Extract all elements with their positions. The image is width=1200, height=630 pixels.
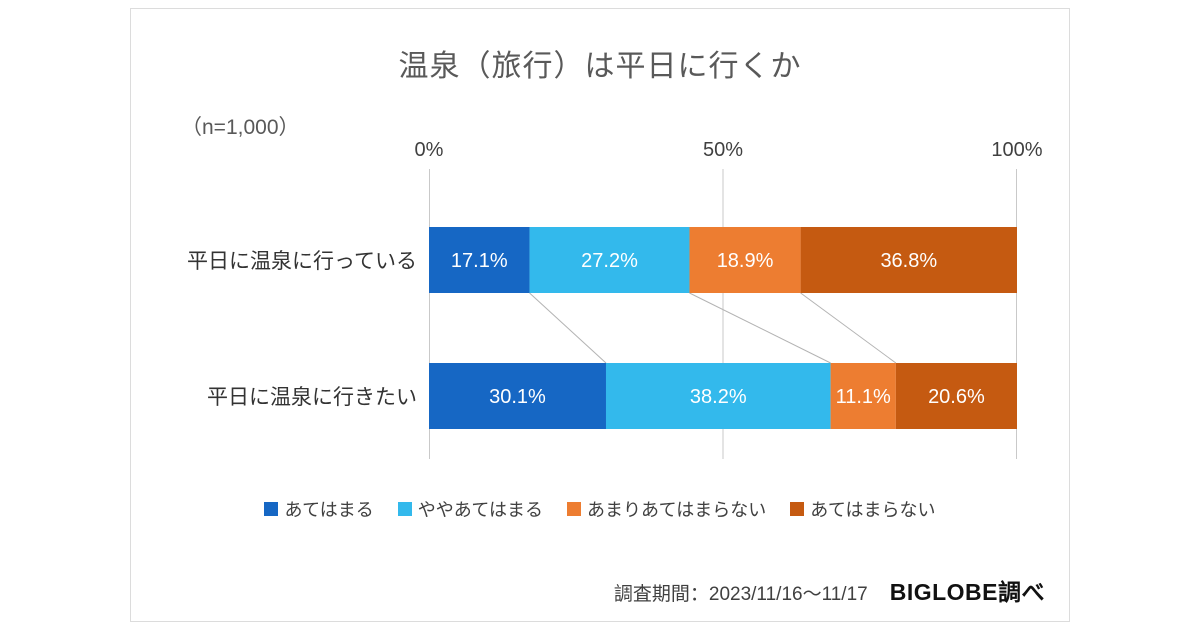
chart-footer: 調査期間：2023/11/16～11/17 BIGLOBE調べ bbox=[614, 573, 1045, 607]
bar-segment bbox=[800, 227, 1017, 293]
chart-panel: 温泉（旅行）は平日に行くか （n=1,000） 0% 50% 100% 17.1% 2… bbox=[130, 8, 1070, 622]
legend-label: あまりあてはまらない bbox=[587, 500, 767, 520]
legend-marker-icon bbox=[567, 502, 581, 516]
sample-size-label: （n=1,000） bbox=[181, 116, 300, 139]
legend-marker-icon bbox=[264, 502, 279, 516]
bar-segment-label: 18.9% bbox=[717, 250, 774, 272]
legend-item: あまりあてはまらない bbox=[567, 496, 766, 522]
legend-item: ややあてはまる bbox=[397, 496, 543, 522]
plot-area: 17.1% 27.2% 18.9% 36.8% 30.1% 38.2% 11.1% 20.6% bbox=[429, 169, 1017, 459]
bar-segment bbox=[689, 227, 801, 293]
bar-segment bbox=[429, 363, 606, 429]
bar-segment bbox=[429, 227, 530, 293]
legend-label: あてはまらない bbox=[810, 500, 936, 520]
category-label: 平日に温泉に行っている bbox=[187, 250, 417, 273]
x-axis: 0% 50% 100% bbox=[415, 139, 1043, 165]
legend-label: あてはまる bbox=[284, 500, 374, 520]
x-axis-tick-label: 0% bbox=[414, 139, 444, 161]
bar-segment bbox=[529, 227, 690, 293]
legend-item: あてはまらない bbox=[790, 496, 936, 522]
bar-segment-label: 20.6% bbox=[928, 386, 985, 408]
survey-period: 調査期間：2023/11/16～11/17 bbox=[613, 584, 868, 605]
series-connector-line bbox=[800, 292, 897, 364]
series-connector-line bbox=[529, 292, 607, 364]
bar-segment-label: 36.8% bbox=[880, 250, 937, 272]
bar-segment-label: 11.1% bbox=[836, 386, 891, 408]
legend-item: あてはまる bbox=[264, 496, 374, 522]
x-axis-tick-label: 100% bbox=[991, 139, 1043, 161]
series-connector-line bbox=[689, 292, 831, 364]
bar-segment-label: 38.2% bbox=[690, 386, 747, 408]
bar-segment-label: 30.1% bbox=[489, 386, 546, 408]
x-axis-tick-label: 50% bbox=[702, 139, 744, 161]
bar-segment bbox=[830, 363, 896, 429]
bar-segment bbox=[895, 363, 1017, 429]
legend: あてはまる ややあてはまる あまりあてはまらない あてはまらない bbox=[131, 496, 1069, 522]
bar-segment-label: 27.2% bbox=[581, 250, 638, 272]
bar-segment-label: 17.1% bbox=[451, 250, 508, 272]
category-label: 平日に温泉に行きたい bbox=[207, 386, 417, 409]
legend-label: ややあてはまる bbox=[417, 500, 543, 520]
legend-marker-icon bbox=[397, 502, 412, 516]
legend-marker-icon bbox=[790, 502, 805, 516]
bar-segment bbox=[605, 363, 831, 429]
source-credit: BIGLOBE調べ bbox=[889, 579, 1045, 605]
chart-title: 温泉（旅行）は平日に行くか bbox=[398, 50, 802, 83]
